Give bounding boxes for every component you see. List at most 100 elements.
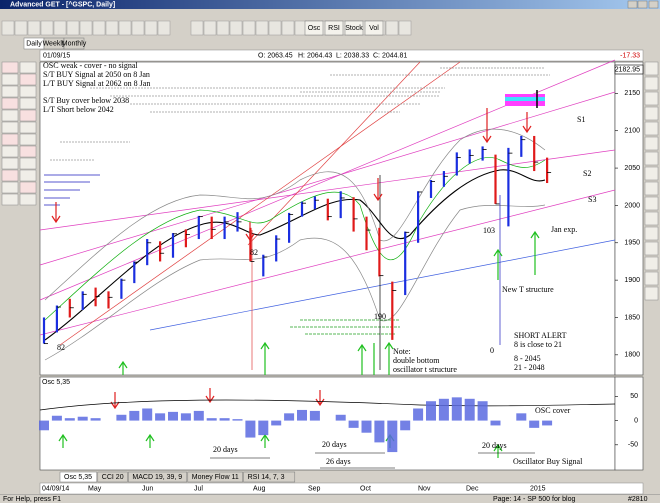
indicator-tab-label[interactable]: CCI 20	[102, 474, 124, 481]
minimize-button[interactable]	[627, 0, 638, 9]
commentary: S/T Buy cover below 2038	[43, 96, 129, 105]
tool-icon[interactable]	[644, 181, 659, 196]
indicator-tab[interactable]	[187, 471, 243, 483]
toolbar-button[interactable]	[144, 20, 158, 36]
tool-icon[interactable]	[1, 145, 19, 158]
toolbar-button[interactable]	[190, 20, 204, 36]
toolbar-label[interactable]: Vol	[369, 25, 379, 32]
tool-icon[interactable]	[1, 169, 19, 182]
tool-icon[interactable]	[1, 157, 19, 170]
maximize-button[interactable]	[637, 0, 648, 9]
period-tab-label[interactable]: Weekly	[43, 40, 66, 47]
tool-icon[interactable]	[1, 85, 19, 98]
toolbar-button[interactable]	[131, 20, 145, 36]
toolbar-button[interactable]	[27, 20, 41, 36]
period-tab-label[interactable]: Monthly	[62, 40, 87, 47]
toolbar-button[interactable]	[53, 20, 67, 36]
tool-icon[interactable]	[1, 61, 19, 74]
left-toolbar	[1, 61, 37, 206]
toolbar-button[interactable]	[385, 20, 399, 36]
tool-icon[interactable]	[644, 76, 659, 91]
tool-icon[interactable]	[1, 73, 19, 86]
toolbar-button[interactable]	[364, 20, 384, 36]
indicator-tab-label[interactable]: MACD 19, 39, 9	[132, 474, 182, 481]
tool-icon[interactable]	[1, 109, 19, 122]
tool-icon[interactable]	[644, 136, 659, 151]
close-button[interactable]	[648, 0, 659, 9]
tool-icon[interactable]	[1, 181, 19, 194]
toolbar-button[interactable]	[92, 20, 106, 36]
toolbar-button[interactable]	[14, 20, 28, 36]
toolbar-button[interactable]	[304, 20, 324, 36]
tool-icon[interactable]	[644, 211, 659, 226]
tool-icon[interactable]	[1, 121, 19, 134]
toolbar-button[interactable]	[40, 20, 54, 36]
toolbar-button[interactable]	[268, 20, 282, 36]
indicator-tab-label[interactable]: Money Flow 11	[192, 474, 239, 481]
period-tab-label[interactable]: Daily	[26, 40, 42, 47]
toolbar-button[interactable]	[398, 20, 412, 36]
osc-bar	[477, 401, 488, 421]
tool-icon[interactable]	[1, 97, 19, 110]
tool-icon[interactable]	[19, 97, 37, 110]
tool-icon[interactable]	[19, 145, 37, 158]
toolbar-label[interactable]: Osc	[308, 25, 321, 32]
toolbar-label[interactable]: RSI	[328, 25, 340, 32]
tool-icon[interactable]	[644, 91, 659, 106]
toolbar-label[interactable]: Stock	[345, 25, 363, 32]
tool-icon[interactable]	[1, 193, 19, 206]
indicator-tab[interactable]	[243, 471, 296, 483]
info-low: L: 2038.33	[336, 52, 369, 59]
toolbar-button[interactable]	[344, 20, 364, 36]
osc-bar	[51, 415, 62, 421]
tool-icon[interactable]	[19, 193, 37, 206]
toolbar-button[interactable]	[281, 20, 295, 36]
toolbar-button[interactable]	[324, 20, 344, 36]
tool-icon[interactable]	[19, 85, 37, 98]
tool-icon[interactable]	[644, 151, 659, 166]
tool-icon[interactable]	[19, 121, 37, 134]
tool-icon[interactable]	[19, 133, 37, 146]
tool-icon[interactable]	[19, 169, 37, 182]
y-tick-label: 2150	[624, 90, 640, 97]
tool-icon[interactable]	[1, 133, 19, 146]
toolbar: Osc RSI Stock Vol	[1, 20, 412, 36]
tool-icon[interactable]	[644, 196, 659, 211]
toolbar-button[interactable]	[203, 20, 217, 36]
toolbar-button[interactable]	[79, 20, 93, 36]
toolbar-button[interactable]	[1, 20, 15, 36]
tool-icon[interactable]	[644, 121, 659, 136]
tool-icon[interactable]	[644, 166, 659, 181]
indicator-tab[interactable]	[128, 471, 188, 483]
tool-icon[interactable]	[19, 181, 37, 194]
toolbar-button[interactable]	[255, 20, 269, 36]
toolbar-button[interactable]	[242, 20, 256, 36]
toolbar-button[interactable]	[157, 20, 171, 36]
osc-bar	[387, 420, 398, 453]
tool-icon[interactable]	[19, 73, 37, 86]
osc-bar	[464, 398, 475, 421]
toolbar-button[interactable]	[105, 20, 119, 36]
tool-icon[interactable]	[644, 106, 659, 121]
toolbar-button[interactable]	[229, 20, 243, 36]
osc-bar	[116, 414, 127, 421]
tool-icon[interactable]	[644, 286, 659, 301]
tool-icon[interactable]	[644, 241, 659, 256]
osc-bar	[413, 408, 424, 421]
toolbar-button[interactable]	[66, 20, 80, 36]
indicator-tab[interactable]	[97, 471, 128, 483]
indicator-tab-label[interactable]: RSI 14, 7, 3	[248, 474, 285, 481]
tool-icon[interactable]	[19, 61, 37, 74]
toolbar-button[interactable]	[216, 20, 230, 36]
indicator-tab[interactable]	[59, 471, 98, 483]
tool-icon[interactable]	[19, 157, 37, 170]
tool-icon[interactable]	[19, 109, 37, 122]
indicator-tab-label[interactable]: Osc 5,35	[64, 474, 92, 481]
tool-icon[interactable]	[644, 226, 659, 241]
tool-icon[interactable]	[644, 61, 659, 76]
tool-icon[interactable]	[644, 256, 659, 271]
period-tab[interactable]	[63, 37, 85, 50]
tool-icon[interactable]	[644, 271, 659, 286]
toolbar-button[interactable]	[118, 20, 132, 36]
